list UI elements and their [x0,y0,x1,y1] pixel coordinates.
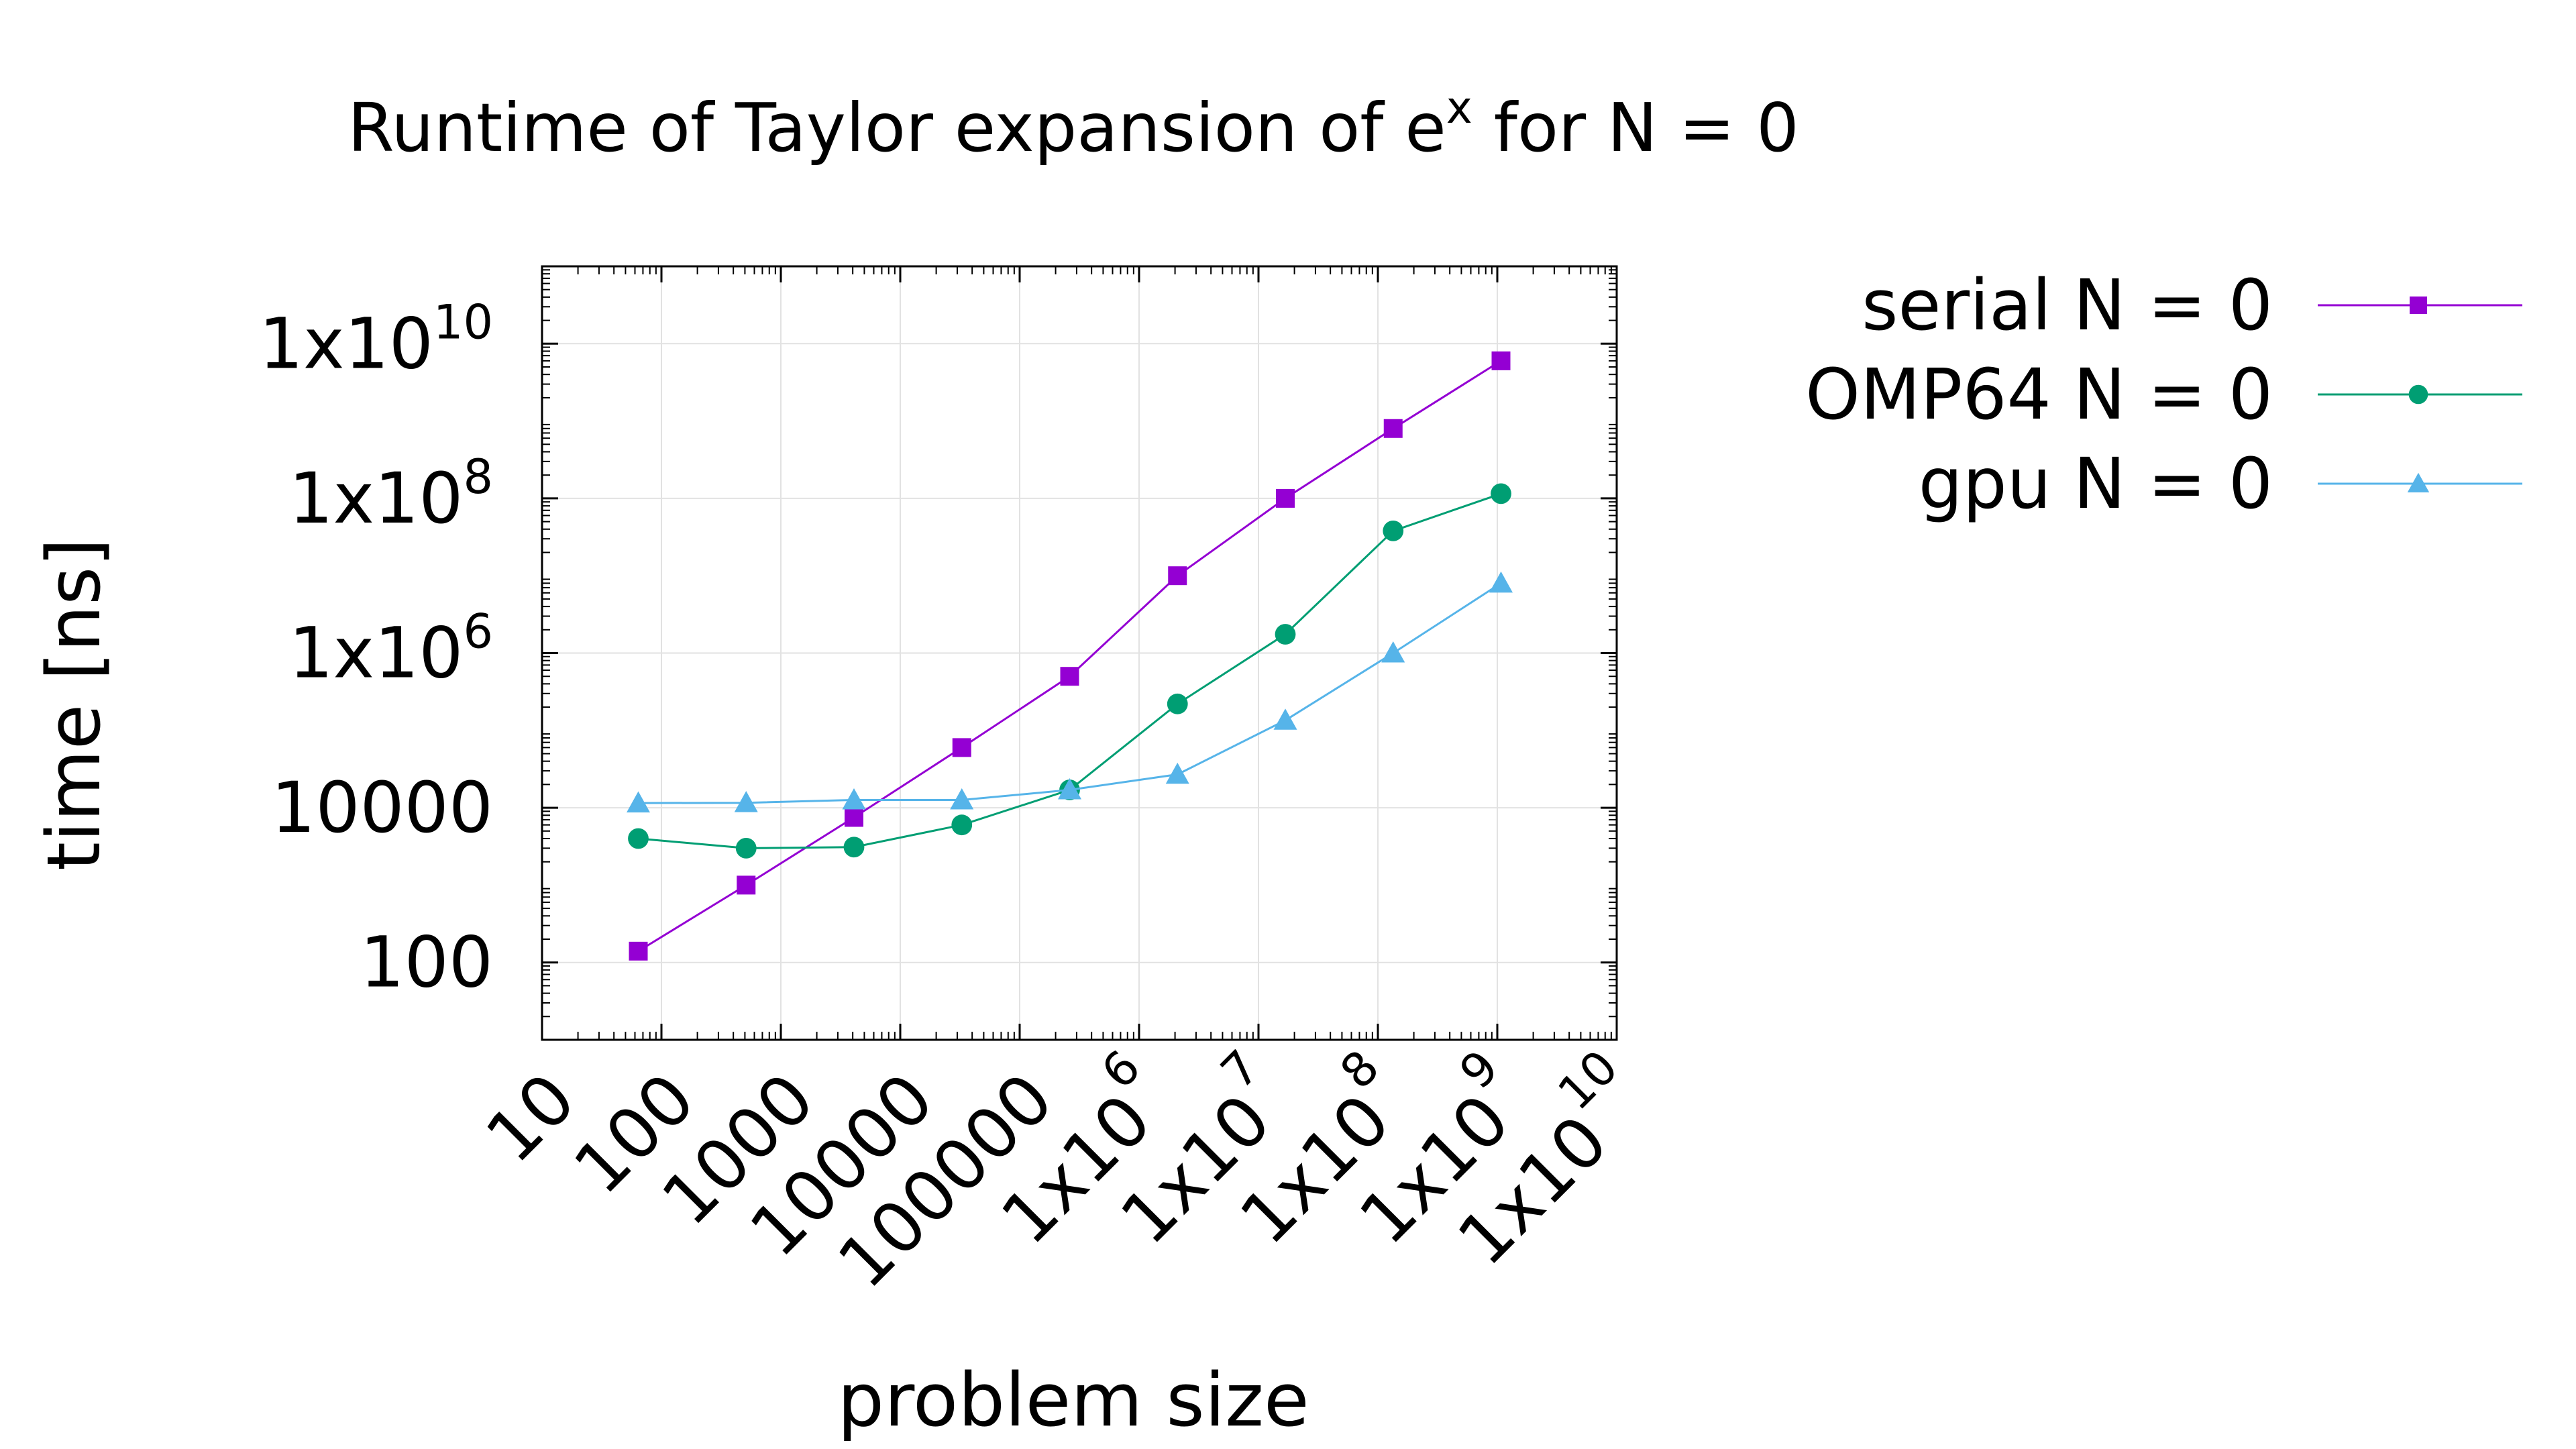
data-point-square [1491,351,1511,370]
data-point-square [1383,419,1403,438]
data-point-circle [1275,624,1296,645]
data-point-square [845,808,864,827]
data-point-square [737,875,756,895]
legend-label: serial N = 0 [1862,264,2273,346]
data-point-triangle [1165,762,1189,784]
data-point-circle [1383,520,1404,541]
data-point-square [1276,488,1295,508]
data-point-triangle [1058,778,1082,800]
data-point-square [2410,297,2427,314]
y-tick-label: 100 [360,922,493,1004]
data-point-circle [1491,483,1511,504]
series-layer [627,351,1513,961]
series-square [629,351,1511,961]
data-point-circle [2408,384,2428,405]
legend-item: serial N = 0 [1862,264,2522,346]
data-point-triangle [1381,641,1405,663]
legend-label: OMP64 N = 0 [1805,354,2273,435]
data-point-triangle [734,791,758,812]
chart-title: Runtime of Taylor expansion of ex for N … [347,82,1799,167]
legend-item: gpu N = 0 [1919,443,2522,525]
data-point-circle [951,814,973,836]
data-point-circle [843,837,865,858]
data-point-triangle [627,791,651,813]
data-point-square [1168,566,1187,586]
y-tick-label: 10000 [271,767,493,849]
y-axis-title: time [ns] [31,538,117,871]
data-point-triangle [1273,708,1297,730]
legend-item: OMP64 N = 0 [1805,354,2522,435]
minor-ticks [542,266,1617,1040]
data-point-circle [628,828,649,849]
data-point-circle [1167,693,1188,714]
y-tick-label: 1x108 [288,449,493,539]
data-point-triangle [950,788,974,810]
data-point-triangle [842,788,866,810]
legend-label: gpu N = 0 [1919,443,2273,525]
data-point-circle [735,837,757,859]
y-tick-labels: 100 10000 1x106 1x108 1x1010 [259,294,493,1003]
data-point-triangle [1489,571,1513,593]
y-tick-label: 1x1010 [259,294,493,384]
y-tick-label: 1x106 [288,604,493,694]
series-triangle [627,571,1513,813]
data-point-square [1060,667,1079,686]
data-point-triangle [2407,472,2430,492]
x-axis-title: problem size [837,1357,1309,1443]
data-point-square [629,941,648,961]
data-point-square [952,738,971,757]
major-ticks [541,266,1618,1040]
